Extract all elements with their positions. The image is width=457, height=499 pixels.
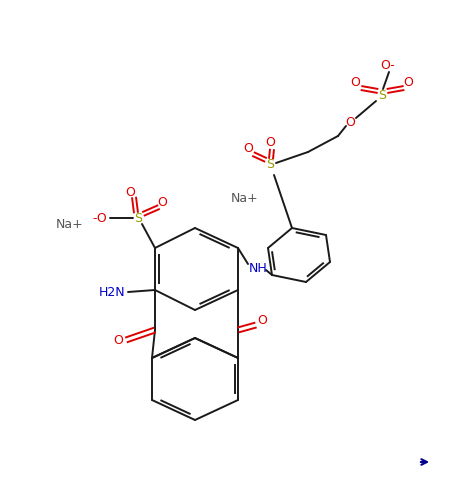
Text: S: S (378, 88, 386, 101)
Text: O: O (265, 136, 275, 149)
Text: O-: O- (381, 58, 395, 71)
Text: S: S (266, 159, 274, 172)
Text: O: O (113, 333, 123, 346)
Text: O: O (403, 75, 413, 88)
Text: NH: NH (249, 261, 267, 274)
Text: O: O (350, 75, 360, 88)
Text: Na+: Na+ (231, 192, 259, 205)
Text: O: O (345, 115, 355, 129)
Text: O: O (157, 196, 167, 209)
Text: O: O (125, 186, 135, 199)
Text: S: S (134, 212, 142, 225)
Text: O: O (257, 313, 267, 326)
Text: -O: -O (93, 212, 107, 225)
Text: O: O (243, 142, 253, 155)
Text: Na+: Na+ (56, 219, 84, 232)
Text: H2N: H2N (99, 285, 125, 298)
